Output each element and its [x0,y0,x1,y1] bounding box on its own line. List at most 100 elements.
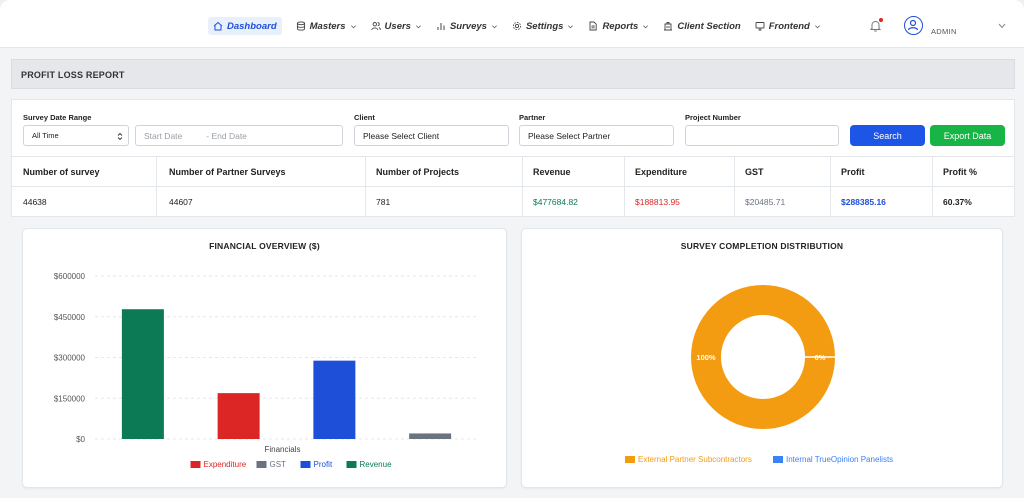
client-value: Please Select Client [363,130,440,141]
avatar[interactable] [904,16,923,35]
legend-label-revenue[interactable]: Revenue [360,460,393,469]
client-select[interactable]: Please Select Client [354,125,509,146]
partner-value: Please Select Partner [528,130,611,141]
legend-swatch [190,461,201,468]
header-partner-surveys: Number of Partner Surveys [169,167,286,177]
survey-distribution-chart: 100% 0% External Partner Subcontractors Int… [625,285,893,464]
chevron-down-icon [568,24,574,28]
header-profit: Profit [841,167,865,177]
partner-label: Partner [519,113,546,122]
partner-select[interactable]: Please Select Partner [519,125,674,146]
value-gst: $20485.71 [745,197,786,207]
slice-label-internal: 0% [815,353,826,362]
notification-dot [879,18,883,22]
value-profit: $288385.16 [841,197,886,207]
select-arrows-icon [117,132,123,141]
end-date-placeholder: - End Date [206,130,247,141]
chevron-down-icon [643,24,649,28]
legend-swatch [773,456,783,463]
slice-label-external: 100% [696,353,716,362]
date-range-input[interactable]: Start Date - End Date [135,125,343,146]
x-axis-label: Financials [264,445,300,454]
header-gst: GST [745,167,764,177]
legend-label-profit[interactable]: Profit [314,460,333,469]
financial-overview-title: FINANCIAL OVERVIEW ($) [209,241,320,251]
header-expenditure: Expenditure [635,167,688,177]
database-icon [296,21,306,31]
file-icon [588,21,598,31]
chevron-down-icon [491,24,497,28]
header-revenue: Revenue [533,167,571,177]
page-title: PROFIT LOSS REPORT [21,70,125,80]
header-number-of-survey: Number of survey [23,167,100,177]
y-tick-label: $600000 [54,272,86,281]
nav-item-label: Client Section [677,20,741,32]
bar-revenue[interactable] [121,309,164,439]
slice-0[interactable] [691,285,835,429]
monitor-icon [755,21,765,31]
nav-item-surveys[interactable]: Surveys [436,17,498,35]
legend-swatch [346,461,357,468]
nav-item-label: Masters [309,20,346,32]
legend-swatch [300,461,311,468]
value-expenditure: $188813.95 [635,197,680,207]
export-data-button[interactable]: Export Data [930,125,1005,146]
gear-icon [512,21,522,31]
nav-item-label: Reports [602,20,639,32]
nav-item-settings[interactable]: Settings [512,17,574,35]
chevron-down-icon [415,24,421,28]
bar-gst[interactable] [409,433,452,439]
legend-label-expenditure[interactable]: Expenditure [204,460,247,469]
legend-label-0[interactable]: External Partner Subcontractors [638,455,752,464]
start-date-placeholder: Start Date [144,130,183,141]
bar-expenditure[interactable] [217,393,260,439]
bar-profit[interactable] [313,360,356,439]
y-tick-label: $450000 [54,313,86,322]
nav-item-label: Settings [525,20,564,32]
search-button[interactable]: Search [850,125,925,146]
project-number-input[interactable] [685,125,839,146]
bar-chart-icon [436,21,446,31]
value-profit-percent: 60.37% [943,197,972,207]
value-number-of-survey: 44638 [23,197,47,207]
nav-item-label: Dashboard [227,20,277,32]
date-range-value: All Time [32,131,59,140]
nav-item-label: Surveys [449,20,487,32]
page-header: PROFIT LOSS REPORT [11,59,1015,89]
home-icon [213,21,223,31]
nav-item-label: Frontend [768,20,810,32]
nav-item-dashboard[interactable]: Dashboard [208,17,282,35]
nav-item-label: Users [384,20,411,32]
project-number-label: Project Number [685,113,741,122]
header-profit-percent: Profit % [943,167,978,177]
user-name[interactable]: ADMIN [931,27,957,36]
y-tick-label: $0 [76,435,85,444]
date-range-select[interactable]: All Time [23,125,129,146]
nav-item-users[interactable]: Users [370,17,422,35]
nav-item-reports[interactable]: Reports [588,17,649,35]
legend-label-1[interactable]: Internal TrueOpinion Panelists [786,455,893,464]
bell-icon[interactable] [869,19,882,32]
nav-item-client-section[interactable]: Client Section [663,17,741,35]
legend-swatch [625,456,635,463]
value-projects: 781 [376,197,391,207]
chevron-down-icon [814,24,820,28]
chevron-down-icon[interactable] [998,23,1006,29]
financial-overview-card: FINANCIAL OVERVIEW ($) $0 $150000 $300000 $… [22,228,507,488]
survey-distribution-title: SURVEY COMPLETION DISTRIBUTION [680,241,844,251]
y-tick-label: $150000 [54,394,86,403]
nav-item-frontend[interactable]: Frontend [755,17,821,35]
user-icon [907,19,919,31]
legend-swatch [256,461,267,468]
header-projects: Number of Projects [376,167,460,177]
chevron-down-icon [350,24,356,28]
y-tick-label: $300000 [54,354,86,363]
filter-card: Survey Date Range All Time Start Date - … [11,99,1015,217]
top-navbar: Dashboard Masters Users Surveys Settings [0,0,1024,48]
client-label: Client [354,113,375,122]
legend-label-gst[interactable]: GST [270,460,287,469]
building-icon [663,21,673,31]
summary-table: Number of survey Number of Partner Surve… [12,156,1014,216]
nav-menu: Dashboard Masters Users Surveys Settings [208,17,835,35]
nav-item-masters[interactable]: Masters [296,17,357,35]
